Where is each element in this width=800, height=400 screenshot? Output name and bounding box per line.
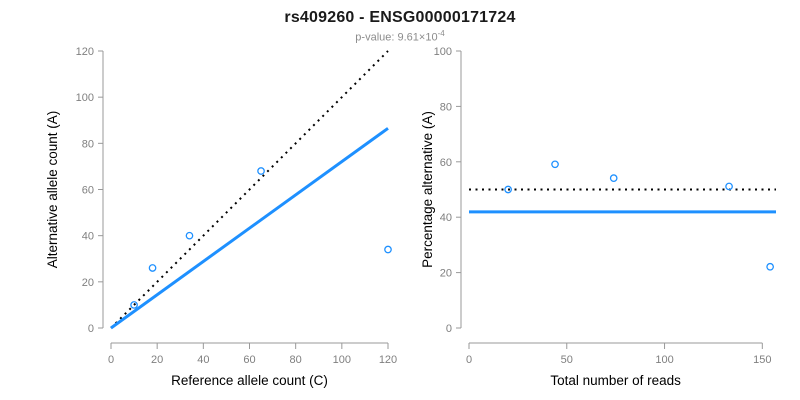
y-tick-label: 20 bbox=[82, 277, 94, 289]
x-tick-label: 60 bbox=[243, 354, 255, 366]
data-point bbox=[551, 160, 559, 169]
data-point bbox=[185, 231, 194, 240]
y-axis-title: Percentage alternative (A) bbox=[420, 111, 435, 268]
figure-title: rs409260 - ENSG00000171724 bbox=[284, 9, 516, 26]
y-tick-label: 60 bbox=[82, 185, 94, 197]
y-tick-label: 20 bbox=[440, 268, 452, 280]
y-tick-label: 100 bbox=[76, 92, 94, 104]
y-tick-label: 80 bbox=[440, 101, 452, 113]
x-tick-label: 0 bbox=[466, 354, 472, 366]
x-tick-label: 120 bbox=[379, 354, 397, 366]
data-point bbox=[148, 264, 157, 272]
data-point bbox=[384, 245, 392, 254]
data-point bbox=[766, 262, 774, 271]
data-point bbox=[609, 174, 618, 182]
y-tick-label: 0 bbox=[446, 323, 452, 335]
percentage-scatter-chart: 0 20 40 60 80 100 0 50 100 150 Total number of rea… bbox=[420, 46, 776, 388]
x-tick-label: 80 bbox=[290, 354, 302, 366]
x-tick-label: 150 bbox=[753, 354, 771, 366]
data-point bbox=[725, 182, 733, 191]
data-point bbox=[257, 167, 265, 175]
y-tick-label: 40 bbox=[82, 231, 94, 243]
x-tick-label: 20 bbox=[151, 354, 163, 366]
y-tick-label: 60 bbox=[440, 157, 452, 169]
data-point bbox=[504, 185, 512, 194]
y-tick-label: 40 bbox=[440, 212, 452, 224]
y-axis-title: Alternative allele count (A) bbox=[45, 111, 60, 269]
x-tick-label: 100 bbox=[333, 354, 351, 366]
y-tick-label: 80 bbox=[82, 138, 94, 150]
figure-subtitle: p-value: 9.61×10-4 bbox=[0, 29, 800, 44]
p-value-text: p-value: 9.61×10 bbox=[355, 31, 438, 44]
y-tick-label: 120 bbox=[76, 46, 94, 58]
x-tick-label: 50 bbox=[561, 354, 573, 366]
data-point bbox=[130, 301, 138, 309]
fit-line bbox=[110, 127, 389, 330]
x-tick-label: 0 bbox=[108, 354, 114, 366]
x-tick-label: 100 bbox=[655, 354, 673, 366]
x-axis-title: Total number of reads bbox=[550, 373, 681, 388]
x-tick-label: 40 bbox=[197, 354, 209, 366]
y-tick-label: 0 bbox=[88, 323, 94, 335]
identity-line bbox=[110, 50, 389, 329]
x-axis-title: Reference allele count (C) bbox=[171, 373, 328, 388]
allele-count-scatter-chart: 0 20 40 60 80 100 120 0 20 40 60 80 100 120 Reference … bbox=[45, 46, 397, 388]
p-value-exponent: -4 bbox=[437, 29, 445, 38]
y-tick-label: 100 bbox=[434, 46, 452, 58]
